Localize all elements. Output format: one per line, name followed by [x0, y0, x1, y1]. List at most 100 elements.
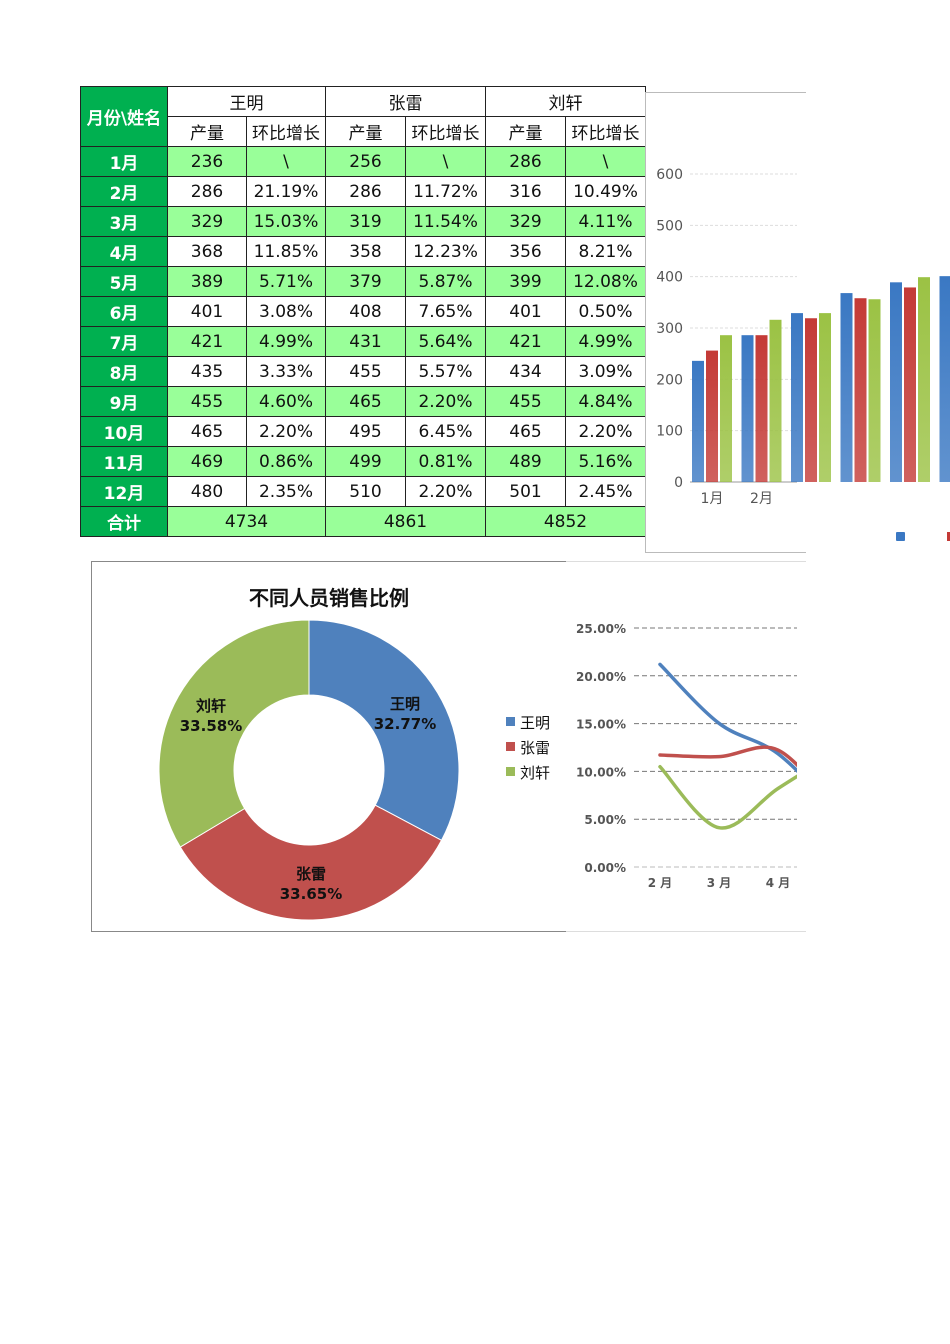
value-cell: 465: [167, 416, 247, 447]
total-value: 4861: [325, 506, 486, 537]
value-cell: 421: [485, 326, 566, 357]
value-cell: 401: [167, 296, 247, 327]
value-cell: 4.11%: [565, 206, 646, 237]
value-cell: \: [405, 146, 486, 177]
subheader: 环比增长: [405, 116, 486, 147]
y-tick-label: 100: [656, 424, 683, 440]
month-cell: 6月: [80, 296, 168, 327]
value-cell: 12.23%: [405, 236, 486, 267]
value-cell: 12.08%: [565, 266, 646, 297]
legend-swatch: [506, 767, 515, 776]
table-row: 1月 236 \ 256 \ 286 \: [80, 146, 646, 177]
legend-swatch: [506, 717, 515, 726]
value-cell: 316: [485, 176, 566, 207]
value-cell: 0.50%: [565, 296, 646, 327]
value-cell: 329: [167, 206, 247, 237]
x-tick-label: 1月: [701, 491, 724, 507]
value-cell: 5.16%: [565, 446, 646, 477]
bar: [819, 313, 831, 482]
name-header: 张雷: [325, 86, 486, 117]
value-cell: 2.35%: [246, 476, 326, 507]
y-tick-label: 25.00%: [576, 622, 626, 636]
y-tick-label: 15.00%: [576, 718, 626, 732]
total-row: 合计 4734 4861 4852: [80, 506, 646, 537]
bar: [904, 287, 916, 482]
table-row: 8月 435 3.33% 455 5.57% 434 3.09%: [80, 356, 646, 387]
bar: [805, 318, 817, 482]
value-cell: 489: [485, 446, 566, 477]
donut-slice: [308, 619, 460, 842]
month-cell: 5月: [80, 266, 168, 297]
value-cell: 3.33%: [246, 356, 326, 387]
value-cell: 421: [167, 326, 247, 357]
value-cell: 455: [485, 386, 566, 417]
total-value: 4734: [167, 506, 326, 537]
name-header: 刘轩: [485, 86, 646, 117]
value-cell: 465: [325, 386, 406, 417]
corner-header: 月份\姓名: [80, 86, 168, 147]
month-cell: 7月: [80, 326, 168, 357]
value-cell: 8.21%: [565, 236, 646, 267]
value-cell: 0.81%: [405, 446, 486, 477]
bar: [840, 293, 853, 482]
value-cell: 11.54%: [405, 206, 486, 237]
value-cell: 286: [325, 176, 406, 207]
y-tick-label: 400: [656, 270, 683, 286]
value-cell: 5.71%: [246, 266, 326, 297]
subheader: 产量: [485, 116, 566, 147]
legend-label: 王明: [520, 714, 550, 732]
bar: [741, 335, 754, 482]
value-cell: 236: [167, 146, 247, 177]
value-cell: 499: [325, 446, 406, 477]
table-row: 12月 480 2.35% 510 2.20% 501 2.45%: [80, 476, 646, 507]
value-cell: 15.03%: [246, 206, 326, 237]
slice-percent-label: 33.65%: [280, 885, 342, 903]
table-row: 7月 421 4.99% 431 5.64% 421 4.99%: [80, 326, 646, 357]
y-tick-label: 200: [656, 372, 683, 388]
month-cell: 4月: [80, 236, 168, 267]
bar: [769, 319, 782, 482]
value-cell: 256: [325, 146, 406, 177]
bar: [755, 335, 768, 482]
month-cell: 10月: [80, 416, 168, 447]
bar: [692, 360, 704, 482]
value-cell: 4.99%: [246, 326, 326, 357]
series-line: [658, 662, 797, 774]
month-cell: 2月: [80, 176, 168, 207]
x-tick-label: 2月: [750, 491, 773, 507]
value-cell: 2.20%: [565, 416, 646, 447]
value-cell: 0.86%: [246, 446, 326, 477]
value-cell: 5.87%: [405, 266, 486, 297]
value-cell: 2.20%: [246, 416, 326, 447]
total-label: 合计: [80, 506, 168, 537]
value-cell: 5.64%: [405, 326, 486, 357]
value-cell: 2.20%: [405, 476, 486, 507]
name-header: 王明: [167, 86, 326, 117]
table-row: 4月 368 11.85% 358 12.23% 356 8.21%: [80, 236, 646, 267]
value-cell: 510: [325, 476, 406, 507]
month-cell: 8月: [80, 356, 168, 387]
value-cell: 10.49%: [565, 176, 646, 207]
value-cell: 286: [485, 146, 566, 177]
bar: [720, 335, 732, 482]
bar: [854, 298, 867, 482]
bar-chart: 0 100 200 300 400 500 600 1月 2月: [656, 167, 950, 541]
legend-label: 张雷: [520, 739, 550, 757]
value-cell: 3.09%: [565, 356, 646, 387]
table-row: 3月 329 15.03% 319 11.54% 329 4.11%: [80, 206, 646, 237]
x-tick-label: 4 月: [766, 876, 791, 890]
y-tick-label: 10.00%: [576, 765, 626, 779]
value-cell: 389: [167, 266, 247, 297]
legend-swatch: [947, 532, 950, 541]
value-cell: 11.72%: [405, 176, 486, 207]
legend-swatch: [506, 742, 515, 751]
value-cell: 286: [167, 176, 247, 207]
value-cell: 379: [325, 266, 406, 297]
slice-name-label: 王明: [390, 695, 420, 713]
y-tick-label: 600: [656, 167, 683, 183]
subheader: 环比增长: [246, 116, 326, 147]
month-cell: 12月: [80, 476, 168, 507]
bar: [939, 276, 950, 482]
value-cell: 5.57%: [405, 356, 486, 387]
donut-slice: [158, 619, 310, 848]
